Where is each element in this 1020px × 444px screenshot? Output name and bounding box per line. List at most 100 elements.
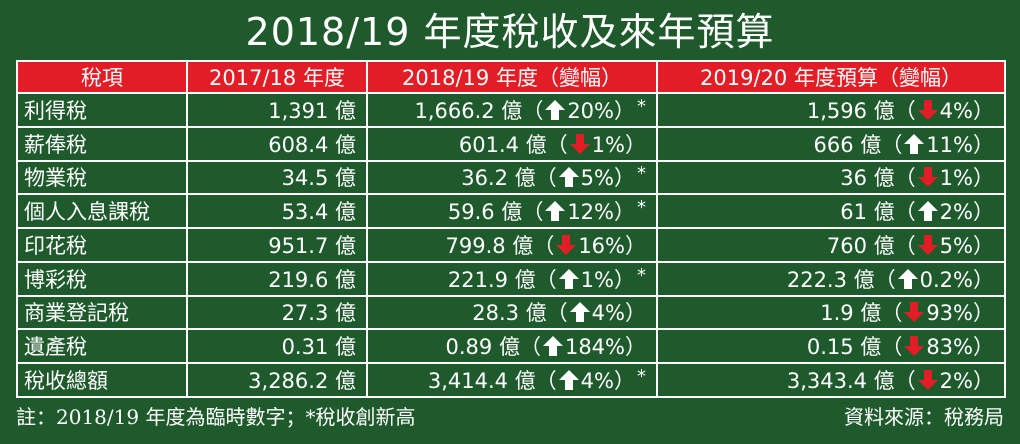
arrow-down-icon (903, 335, 925, 357)
table-row: 印花稅 951.7 億 799.8 億（ 16%） 760 億（ 5%） (16, 227, 1006, 263)
table-row: 商業登記稅 27.3 億 28.3 億（ 4%） 1.9 億（ 93%） (16, 294, 1006, 331)
table-row: 利得稅 1,391 億 1,666.2 億（ 20%） * 1,596 億（ 4%） (16, 92, 1006, 128)
change-percent: 1% (591, 132, 625, 157)
change-percent: 0.2% (919, 267, 973, 292)
value-2017-18-cell: 0.31 億 (186, 328, 368, 365)
value-2019-20-cell: 1.9 億（ 93%） (656, 294, 1006, 331)
table-row: 稅收總額 3,286.2 億 3,414.4 億（ 4%） * 3,343.4 億（ 2%） (16, 362, 1006, 398)
change-percent: 4% (939, 98, 973, 123)
change-percent: 2% (939, 369, 973, 394)
value-text: 1,666.2 億 (414, 98, 523, 123)
value-2018-19-cell: 59.6 億（ 12%） * (366, 193, 658, 230)
arrow-up-icon (544, 200, 566, 222)
value-text: 3,343.4 億 (786, 369, 895, 394)
value-text: 222.3 億 (786, 267, 875, 292)
value-2017-18-cell: 3,286.2 億 (186, 362, 368, 398)
arrow-down-icon (917, 99, 939, 121)
change-wrapper: （16%） (533, 233, 646, 258)
value-text: 760 億 (826, 233, 895, 258)
arrow-up-icon (544, 99, 566, 121)
change-percent: 1% (580, 267, 614, 292)
record-high-mark: * (637, 264, 646, 286)
tax-item-cell: 個人入息課稅 (16, 193, 188, 230)
source-note: 資料來源：稅務局 (844, 405, 1004, 429)
change-percent: 4% (591, 301, 625, 326)
value-2018-19-cell: 799.8 億（ 16%） (366, 227, 658, 263)
value-text: 36 億 (840, 166, 895, 191)
change-wrapper: （4%） (535, 369, 635, 394)
change-wrapper: （20%） (522, 98, 635, 123)
tax-item-cell: 稅收總額 (16, 362, 188, 398)
arrow-down-icon (569, 133, 591, 155)
change-wrapper: （93%） (881, 301, 994, 326)
footnote: 註：2018/19 年度為臨時數字；*稅收創新高 (16, 405, 416, 429)
value-2018-19-cell: 0.89 億（ 184%） (366, 328, 658, 365)
value-2019-20-cell: 760 億（ 5%） (656, 227, 1006, 263)
value-2017-18-cell: 27.3 億 (186, 294, 368, 331)
arrow-down-icon (917, 234, 939, 256)
value-text: 221.9 億 (447, 267, 536, 292)
tax-item-cell: 商業登記稅 (16, 294, 188, 331)
table-row: 物業稅 34.5 億 36.2 億（ 5%） * 36 億（ 1%） (16, 159, 1006, 196)
arrow-up-icon (542, 335, 564, 357)
arrow-up-icon (917, 200, 939, 222)
value-text: 799.8 億 (445, 233, 534, 258)
change-wrapper: （1%） (535, 267, 635, 292)
record-high-mark: * (637, 366, 646, 388)
tax-item-cell: 印花稅 (16, 227, 188, 263)
change-wrapper: （4%） (894, 98, 994, 123)
value-2017-18-cell: 1,391 億 (186, 92, 368, 128)
change-percent: 1% (939, 166, 973, 191)
value-text: 601.4 億 (458, 132, 547, 157)
column-header-2019-20-budget: 2019/20 年度預算（變幅） (656, 60, 1006, 94)
change-wrapper: （5%） (894, 233, 994, 258)
value-2019-20-cell: 61 億（ 2%） (656, 193, 1006, 230)
arrow-up-icon (558, 369, 580, 391)
value-text: 36.2 億 (461, 166, 536, 191)
column-header-2017-18: 2017/18 年度 (186, 60, 368, 94)
table-row: 遺產稅 0.31 億 0.89 億（ 184%） 0.15 億（ 83%） (16, 328, 1006, 365)
value-2017-18-cell: 34.5 億 (186, 159, 368, 196)
change-percent: 5% (580, 166, 614, 191)
value-2018-19-cell: 1,666.2 億（ 20%） * (366, 92, 658, 128)
change-percent: 2% (939, 200, 973, 225)
table-row: 博彩稅 219.6 億 221.9 億（ 1%） * 222.3 億（ 0.2%） (16, 260, 1006, 297)
chart-title: 2018/19 年度稅收及來年預算 (245, 10, 775, 54)
value-text: 3,414.4 億 (427, 369, 536, 394)
value-2017-18-cell: 608.4 億 (186, 125, 368, 162)
tax-item-cell: 遺產稅 (16, 328, 188, 365)
change-wrapper: （1%） (894, 166, 994, 191)
value-text: 1,596 億 (806, 98, 895, 123)
tax-table: 稅項 2017/18 年度 2018/19 年度（變幅） 2019/20 年度預… (16, 60, 1006, 398)
change-percent: 184% (564, 335, 625, 360)
value-2018-19-cell: 221.9 億（ 1%） * (366, 260, 658, 297)
change-wrapper: （2%） (894, 200, 994, 225)
table-row: 個人入息課稅 53.4 億 59.6 億（ 12%） * 61 億（ 2%） (16, 193, 1006, 230)
change-percent: 4% (580, 369, 614, 394)
value-text: 61 億 (840, 200, 895, 225)
arrow-down-icon (903, 301, 925, 323)
change-percent: 20% (567, 98, 614, 123)
arrow-up-icon (903, 133, 925, 155)
arrow-down-icon (555, 234, 577, 256)
value-2018-19-cell: 601.4 億（ 1%） (366, 125, 658, 162)
value-2018-19-cell: 3,414.4 億（ 4%） * (366, 362, 658, 398)
arrow-down-icon (917, 166, 939, 188)
arrow-up-icon (558, 268, 580, 290)
record-high-mark: * (637, 163, 646, 185)
change-percent: 11% (926, 132, 973, 157)
change-wrapper: （4%） (546, 301, 646, 326)
change-wrapper: （12%） (522, 200, 635, 225)
value-2018-19-cell: 28.3 億（ 4%） (366, 294, 658, 331)
value-text: 1.9 億 (820, 301, 882, 326)
value-2019-20-cell: 1,596 億（ 4%） (656, 92, 1006, 128)
value-2019-20-cell: 222.3 億（ 0.2%） (656, 260, 1006, 297)
header-row: 稅項 2017/18 年度 2018/19 年度（變幅） 2019/20 年度預… (16, 60, 1006, 94)
table-body: 利得稅 1,391 億 1,666.2 億（ 20%） * 1,596 億（ 4%） 薪俸稅 6… (16, 92, 1006, 398)
value-text: 0.15 億 (806, 335, 882, 360)
change-percent: 83% (926, 335, 973, 360)
value-text: 666 億 (813, 132, 882, 157)
change-wrapper: （11%） (881, 132, 994, 157)
arrow-down-icon (917, 369, 939, 391)
value-2017-18-cell: 53.4 億 (186, 193, 368, 230)
